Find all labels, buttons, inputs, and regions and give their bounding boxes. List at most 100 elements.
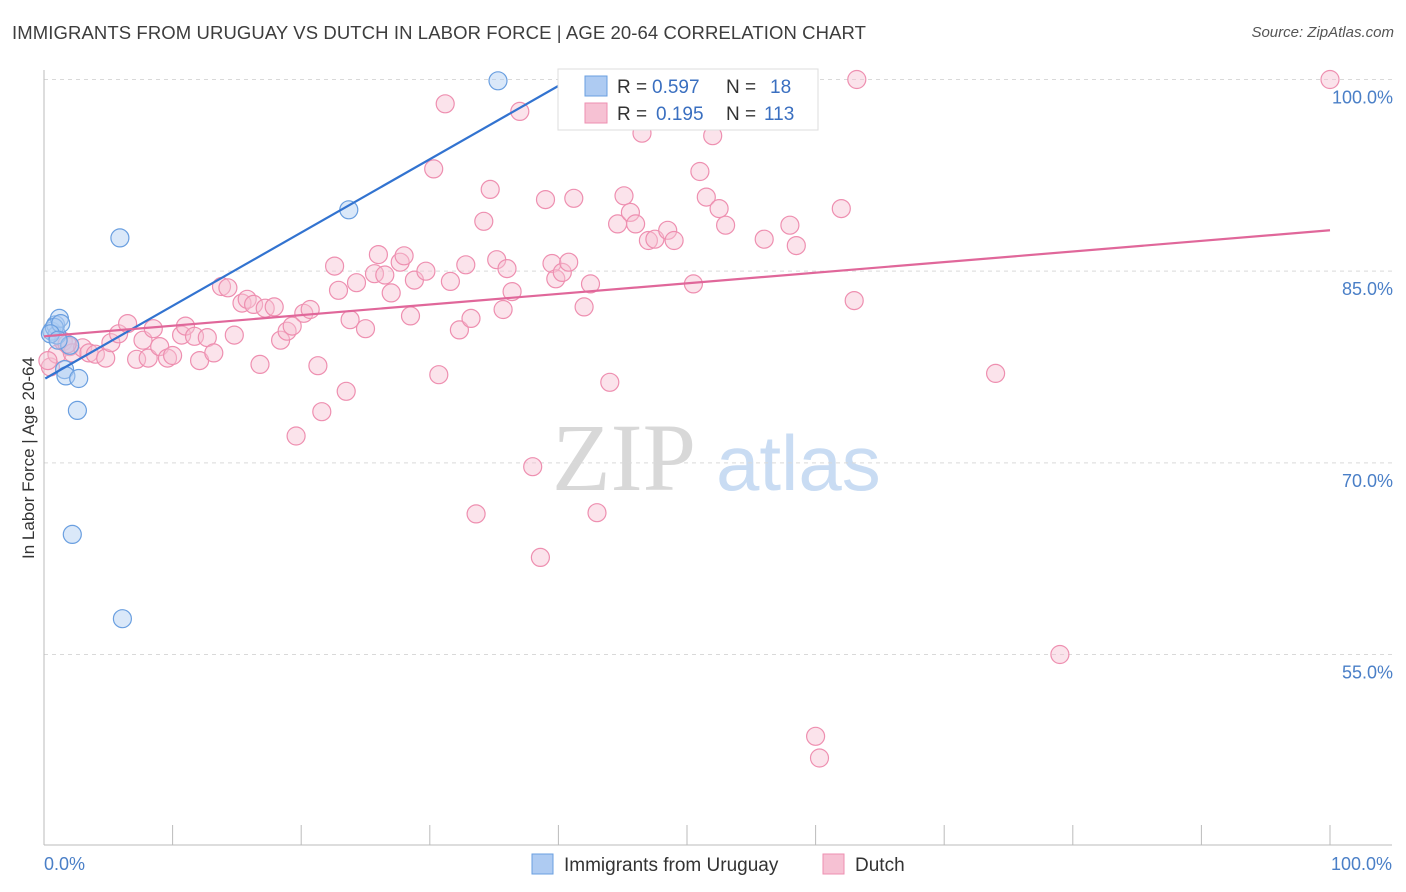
y-tick-label-85: 85.0% [1342, 279, 1393, 299]
dutch-point-49 [368, 245, 388, 265]
dutch-point-71 [510, 101, 530, 122]
y-tick-label-70: 70.0% [1342, 471, 1393, 491]
legend-n-value-2: 113 [764, 104, 794, 125]
dutch-point-58 [429, 365, 449, 385]
dutch-point-44 [336, 381, 356, 401]
uruguay-point-10 [69, 368, 89, 389]
dutch-point-105 [831, 199, 851, 219]
dutch-point-29 [237, 289, 257, 309]
dutch-point-78 [559, 252, 579, 272]
dutch-points [38, 69, 1340, 768]
dutch-point-53 [394, 246, 414, 266]
dutch-point-42 [325, 256, 345, 276]
dutch-point-101 [780, 215, 800, 235]
dutch-point-99 [715, 215, 736, 235]
dutch-point-37 [286, 426, 306, 446]
dutch-point-65 [474, 211, 494, 231]
chart-title: IMMIGRANTS FROM URUGUAY VS DUTCH IN LABO… [12, 22, 867, 43]
uruguay-point-5 [51, 314, 71, 334]
series-legend-swatch-dutch [822, 853, 845, 875]
dutch-point-77 [552, 262, 572, 282]
dutch-point-93 [664, 230, 684, 251]
source-credit: Source: ZipAtlas.com [1251, 24, 1394, 41]
dutch-point-33 [264, 297, 284, 317]
dutch-point-46 [346, 273, 367, 293]
series-legend: Immigrants from Uruguay Dutch [531, 853, 905, 876]
legend-n-value-1: 18 [770, 77, 791, 98]
dutch-point-54 [400, 306, 421, 326]
legend-r-value-2: 0.195 [656, 104, 704, 125]
dutch-point-73 [530, 547, 551, 568]
dutch-point-61 [449, 320, 469, 340]
legend-n-label-1: N = [726, 77, 756, 98]
dutch-point-48 [364, 264, 385, 284]
dutch-point-47 [355, 319, 376, 339]
legend-n-label-2: N = [726, 104, 756, 125]
dutch-point-41 [312, 402, 332, 422]
dutch-point-63 [461, 308, 481, 328]
trend-lines [43, 84, 1331, 380]
dutch-point-107 [847, 69, 867, 90]
uruguay-point-11 [62, 524, 82, 545]
uruguay-point-12 [110, 228, 130, 248]
y-tick-label-55: 55.0% [1342, 663, 1393, 683]
dutch-point-110 [1320, 69, 1340, 90]
dutch-trend-line [43, 229, 1331, 338]
dutch-point-17 [157, 348, 178, 368]
uruguay-point-16 [40, 324, 61, 344]
dutch-point-68 [493, 299, 513, 320]
dutch-point-86 [620, 202, 641, 222]
dutch-point-82 [587, 503, 607, 523]
legend-r-label-1: R = [617, 77, 647, 98]
uruguay-point-13 [112, 609, 133, 629]
dutch-point-100 [754, 229, 774, 249]
legend-r-value-1: 0.597 [652, 77, 700, 98]
dutch-point-74 [535, 190, 556, 210]
x-tick-label-max: 100.0% [1331, 854, 1392, 874]
x-ticks [43, 825, 1331, 845]
correlation-legend: R = 0.597 N = 18 R = 0.195 N = 113 [557, 68, 819, 131]
dutch-point-43 [328, 280, 349, 300]
series-legend-label-uruguay: Immigrants from Uruguay [564, 855, 779, 876]
dutch-point-109 [1050, 644, 1070, 665]
axes [43, 70, 1392, 846]
uruguay-point-15 [488, 71, 508, 91]
dutch-point-83 [600, 372, 620, 392]
dutch-point-104 [809, 748, 830, 768]
dutch-point-62 [456, 255, 476, 275]
dutch-point-57 [424, 159, 444, 179]
legend-r-label-2: R = [617, 104, 647, 125]
dutch-point-96 [696, 187, 716, 207]
legend-swatch-blue [584, 75, 608, 97]
dutch-point-18 [163, 345, 183, 366]
dutch-point-26 [218, 278, 238, 298]
gridlines [44, 79, 1392, 655]
y-tick-labels: 55.0% 70.0% 85.0% 100.0% [1332, 88, 1393, 683]
dutch-point-95 [690, 161, 710, 182]
series-legend-label-dutch: Dutch [855, 855, 905, 876]
dutch-point-111 [38, 351, 58, 371]
x-tick-label-min: 0.0% [44, 854, 85, 874]
y-axis-label: In Labor Force | Age 20-64 [19, 357, 38, 559]
y-tick-label-100: 100.0% [1332, 88, 1393, 108]
dutch-point-102 [786, 236, 806, 256]
dutch-point-66 [480, 179, 500, 199]
dutch-point-106 [844, 291, 864, 311]
watermark-zip: ZIP [552, 404, 696, 511]
dutch-point-31 [250, 354, 270, 374]
dutch-point-80 [574, 297, 594, 317]
dutch-point-59 [435, 94, 455, 114]
dutch-point-81 [580, 274, 601, 294]
dutch-point-69 [497, 259, 517, 279]
dutch-point-24 [204, 343, 224, 363]
dutch-point-8 [96, 348, 116, 368]
dutch-point-92 [658, 220, 678, 240]
dutch-point-98 [709, 199, 729, 219]
dutch-point-72 [523, 457, 543, 477]
dutch-point-79 [564, 188, 584, 208]
dutch-point-40 [308, 356, 328, 376]
dutch-point-36 [282, 316, 302, 336]
dutch-point-56 [416, 261, 436, 281]
dutch-point-60 [440, 271, 460, 291]
